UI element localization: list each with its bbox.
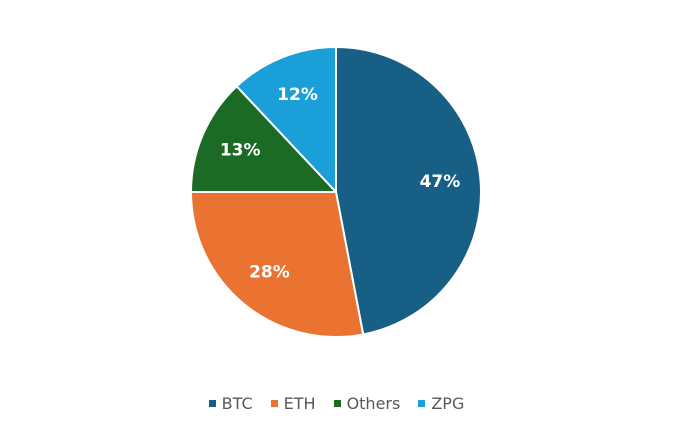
legend-label-eth: ETH [283, 394, 316, 413]
data-label-others: 13% [220, 141, 261, 161]
legend-item-eth: ETH [270, 394, 316, 413]
pie-slice-btc [335, 46, 482, 336]
pie-slice-zpg [235, 46, 337, 193]
pie-slice-others [190, 85, 337, 193]
pie-slice-eth [190, 191, 365, 338]
legend-item-zpg: ZPG [418, 394, 464, 413]
data-label-eth: 28% [249, 262, 290, 282]
legend-label-others: Others [346, 394, 401, 413]
legend-item-others: Others [333, 394, 401, 413]
legend-label-zpg: ZPG [431, 394, 465, 413]
legend-label-btc: BTC [221, 394, 253, 413]
legend-swatch-eth [270, 400, 278, 407]
data-label-zpg: 12% [277, 85, 318, 105]
data-label-btc: 47% [420, 172, 461, 192]
legend-swatch-others [333, 400, 341, 407]
legend-swatch-btc [208, 400, 216, 407]
chart-legend: BTC ETH Others ZPG [0, 394, 673, 413]
legend-swatch-zpg [418, 400, 426, 407]
legend-item-btc: BTC [208, 394, 253, 413]
